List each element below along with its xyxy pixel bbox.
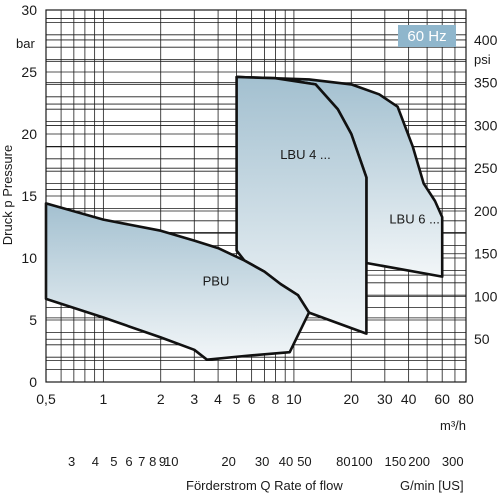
region-labels: PBU LBU 4 ... LBU 6 ... (203, 147, 440, 288)
x-tick-usgpm-label: 20 (221, 454, 235, 469)
x-tick-m3h-label: 5 (233, 391, 241, 407)
x-tick-m3h-label: 8 (272, 391, 280, 407)
frequency-badge-text: 60 Hz (407, 28, 446, 45)
y-tick-psi-label: 400 (474, 32, 498, 48)
x-tick-usgpm-label: 100 (351, 454, 373, 469)
x-unit-bottom: G/min [US] (400, 478, 464, 493)
x-tick-usgpm-label: 80 (336, 454, 350, 469)
x-tick-usgpm-label: 40 (279, 454, 293, 469)
x-tick-m3h-label: 80 (458, 391, 474, 407)
x-tick-usgpm-label: 7 (138, 454, 145, 469)
x-tick-usgpm-label: 5 (110, 454, 117, 469)
region-label-lbu-6: LBU 6 ... (389, 211, 440, 226)
x-tick-usgpm-label: 9 (159, 454, 166, 469)
x-tick-m3h-label: 0,5 (36, 391, 56, 407)
y-tick-psi-label: 100 (474, 288, 498, 304)
y-unit-left: bar (16, 36, 35, 51)
x-unit-top: m³/h (440, 418, 466, 433)
x-tick-usgpm-label: 4 (92, 454, 99, 469)
x-tick-m3h-label: 3 (190, 391, 198, 407)
x-tick-m3h-label: 6 (248, 391, 256, 407)
y-tick-bar-label: 25 (21, 64, 37, 80)
x-tick-m3h-label: 1 (99, 391, 107, 407)
y-tick-psi-label: 150 (474, 246, 498, 262)
region-pbu (44, 202, 311, 362)
x-tick-usgpm-label: 300 (442, 454, 464, 469)
performance-regions (44, 75, 444, 362)
frequency-badge (398, 25, 456, 47)
x-tick-usgpm-label: 6 (125, 454, 132, 469)
x-tick-usgpm-label: 150 (385, 454, 407, 469)
x-tick-usgpm-label: 50 (297, 454, 311, 469)
x-tick-usgpm-label: 3 (68, 454, 75, 469)
y-tick-bar-label: 5 (29, 312, 37, 328)
y-tick-psi-label: 350 (474, 75, 498, 91)
x-tick-m3h-label: 40 (401, 391, 417, 407)
x-tick-m3h-label: 4 (214, 391, 222, 407)
region-label-pbu: PBU (203, 273, 230, 288)
y-tick-bar-label: 30 (21, 2, 37, 18)
x-tick-m3h-label: 30 (377, 391, 393, 407)
y-tick-psi-label: 200 (474, 203, 498, 219)
y-tick-bar-label: 0 (29, 374, 37, 390)
x-tick-m3h-label: 2 (157, 391, 165, 407)
y-unit-right: psi (474, 52, 491, 67)
x-tick-m3h-label: 20 (343, 391, 359, 407)
x-tick-usgpm-label: 30 (255, 454, 269, 469)
x-axis-label: Förderstrom Q Rate of flow (186, 478, 343, 493)
x-tick-usgpm-label: 8 (149, 454, 156, 469)
plot-frame (45, 9, 467, 383)
x-tick-usgpm-label: 10 (164, 454, 178, 469)
x-tick-m3h-label: 60 (434, 391, 450, 407)
y-tick-psi-label: 50 (474, 331, 490, 347)
y-axis-label: Druck p Pressure (0, 145, 15, 245)
y-tick-psi-label: 250 (474, 160, 498, 176)
x-tick-usgpm-label: 200 (408, 454, 430, 469)
region-label-lbu-4: LBU 4 ... (280, 147, 331, 162)
y-tick-bar-label: 20 (21, 126, 37, 142)
y-tick-bar-label: 15 (21, 188, 37, 204)
y-tick-psi-label: 300 (474, 117, 498, 133)
x-tick-m3h-label: 10 (286, 391, 302, 407)
y-tick-bar-label: 10 (21, 250, 37, 266)
